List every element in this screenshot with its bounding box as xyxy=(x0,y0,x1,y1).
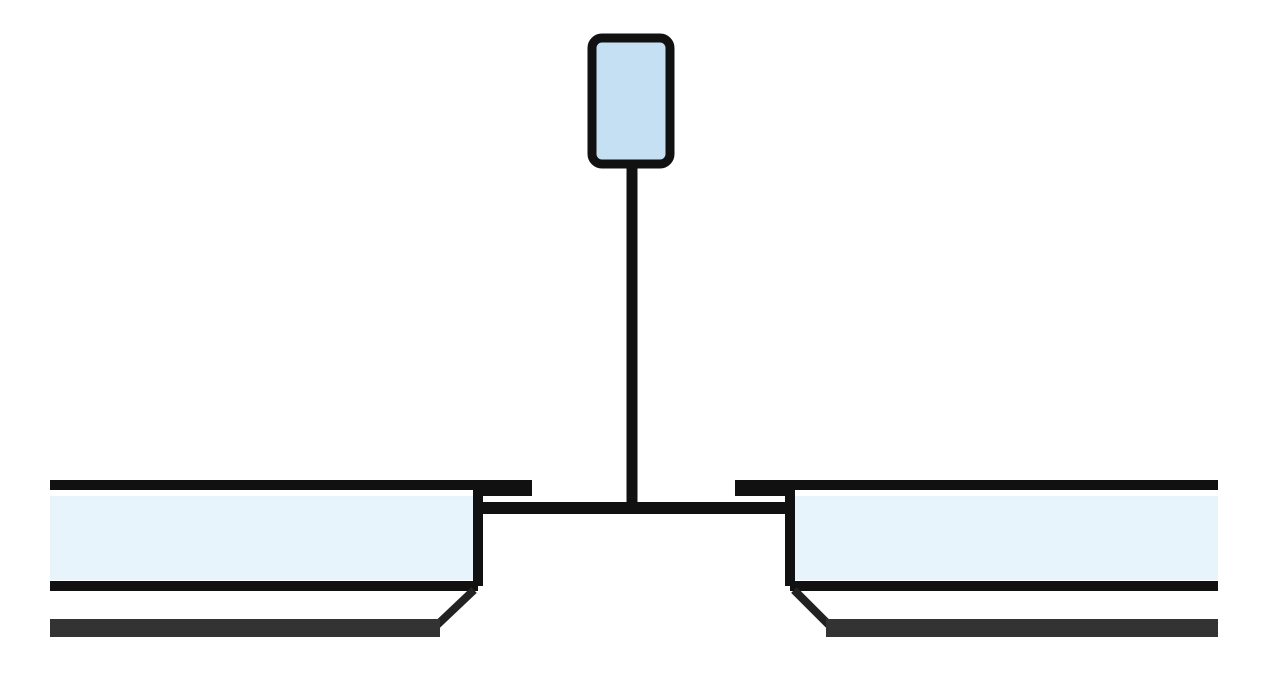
hanger-anchor xyxy=(587,33,675,169)
right-tile-bevel xyxy=(791,587,833,629)
right-tile-face xyxy=(790,496,1218,580)
left-ceiling-tile xyxy=(50,480,532,637)
right-ceiling-tile xyxy=(735,480,1218,637)
left-tile-bevel xyxy=(433,587,477,629)
left-tile-face xyxy=(50,496,478,580)
